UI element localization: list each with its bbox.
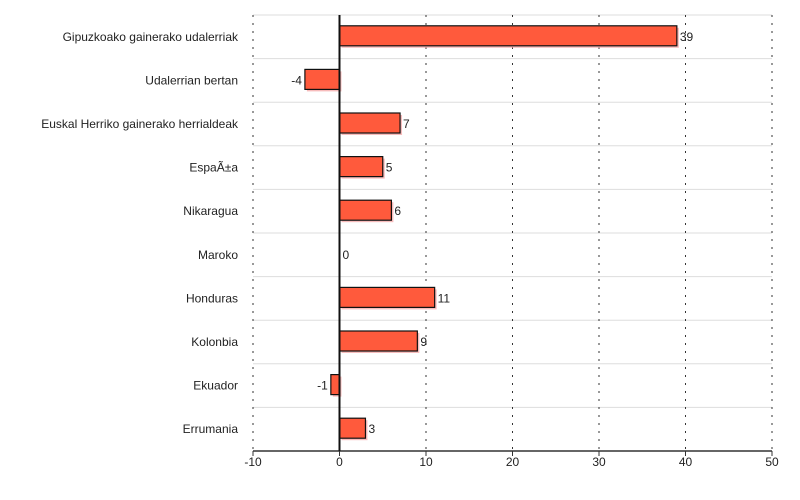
x-tick-label: 30 bbox=[592, 455, 606, 469]
x-tick-label: 10 bbox=[419, 455, 433, 469]
bar bbox=[338, 330, 418, 352]
x-tick-label: 0 bbox=[336, 455, 343, 469]
bar bbox=[338, 199, 393, 221]
bar bbox=[338, 156, 384, 178]
data-label: 0 bbox=[343, 248, 350, 262]
data-label: 3 bbox=[368, 422, 375, 436]
category-label: Gipuzkoako gainerako udalerriak bbox=[63, 30, 239, 44]
bar bbox=[338, 286, 436, 308]
data-label: -1 bbox=[317, 379, 328, 393]
data-label: 9 bbox=[420, 335, 427, 349]
x-tick-label: 20 bbox=[506, 455, 520, 469]
category-label: Errumania bbox=[183, 422, 239, 436]
category-label: Maroko bbox=[198, 248, 238, 262]
x-tick-label: 40 bbox=[679, 455, 693, 469]
x-tick-label: -10 bbox=[244, 455, 262, 469]
bar bbox=[338, 417, 367, 439]
data-label: 7 bbox=[403, 117, 410, 131]
category-label: Nikaragua bbox=[183, 204, 238, 218]
bar bbox=[330, 374, 341, 396]
category-label: Honduras bbox=[186, 291, 238, 305]
bar bbox=[304, 68, 341, 91]
category-label: Kolonbia bbox=[191, 335, 238, 349]
category-label: Udalerrian bertan bbox=[145, 73, 238, 87]
data-label: 11 bbox=[438, 291, 451, 305]
x-tick-label: 50 bbox=[765, 455, 779, 469]
data-label: 5 bbox=[386, 161, 393, 175]
data-label: 39 bbox=[680, 30, 694, 44]
data-label: -4 bbox=[291, 73, 302, 87]
bar bbox=[338, 112, 401, 134]
bar bbox=[338, 25, 678, 47]
category-label: Ekuador bbox=[193, 379, 238, 393]
category-label: EspaÃ±a bbox=[189, 161, 238, 175]
category-label: Euskal Herriko gainerako herrialdeak bbox=[41, 117, 239, 131]
data-label: 6 bbox=[394, 204, 401, 218]
